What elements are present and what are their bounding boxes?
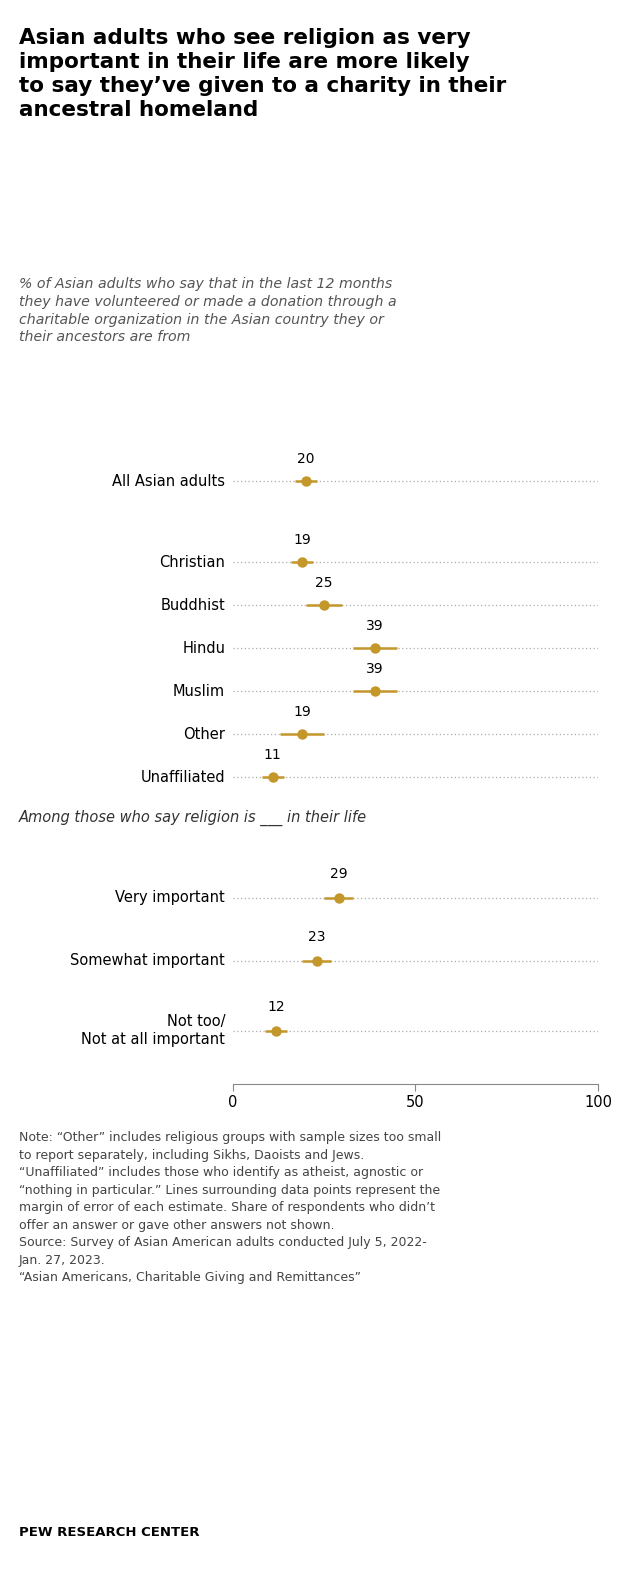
Text: All Asian adults: All Asian adults: [112, 473, 225, 489]
Text: Christian: Christian: [159, 555, 225, 570]
Text: 39: 39: [366, 619, 384, 633]
Text: 12: 12: [268, 1000, 285, 1014]
Text: Unaffiliated: Unaffiliated: [141, 770, 225, 785]
Text: Buddhist: Buddhist: [161, 598, 225, 612]
Text: 19: 19: [293, 706, 311, 720]
Text: Hindu: Hindu: [182, 641, 225, 657]
Text: 11: 11: [264, 748, 281, 763]
Text: Very important: Very important: [115, 891, 225, 905]
Text: PEW RESEARCH CENTER: PEW RESEARCH CENTER: [19, 1527, 199, 1539]
Text: 25: 25: [315, 576, 333, 590]
Text: 23: 23: [308, 930, 326, 944]
Text: 19: 19: [293, 533, 311, 547]
Text: 39: 39: [366, 663, 384, 676]
Text: % of Asian adults who say that in the last 12 months
they have volunteered or ma: % of Asian adults who say that in the la…: [19, 277, 396, 345]
Text: Somewhat important: Somewhat important: [71, 954, 225, 968]
Text: 29: 29: [330, 867, 347, 881]
Text: Among those who say religion is ___ in their life: Among those who say religion is ___ in t…: [19, 810, 366, 826]
Text: Muslim: Muslim: [173, 683, 225, 699]
Text: Other: Other: [184, 726, 225, 742]
Text: 20: 20: [297, 452, 314, 465]
Text: Not too/
Not at all important: Not too/ Not at all important: [81, 1014, 225, 1047]
Text: Note: “Other” includes religious groups with sample sizes too small
to report se: Note: “Other” includes religious groups …: [19, 1131, 441, 1285]
Text: Asian adults who see religion as very
important in their life are more likely
to: Asian adults who see religion as very im…: [19, 28, 506, 120]
